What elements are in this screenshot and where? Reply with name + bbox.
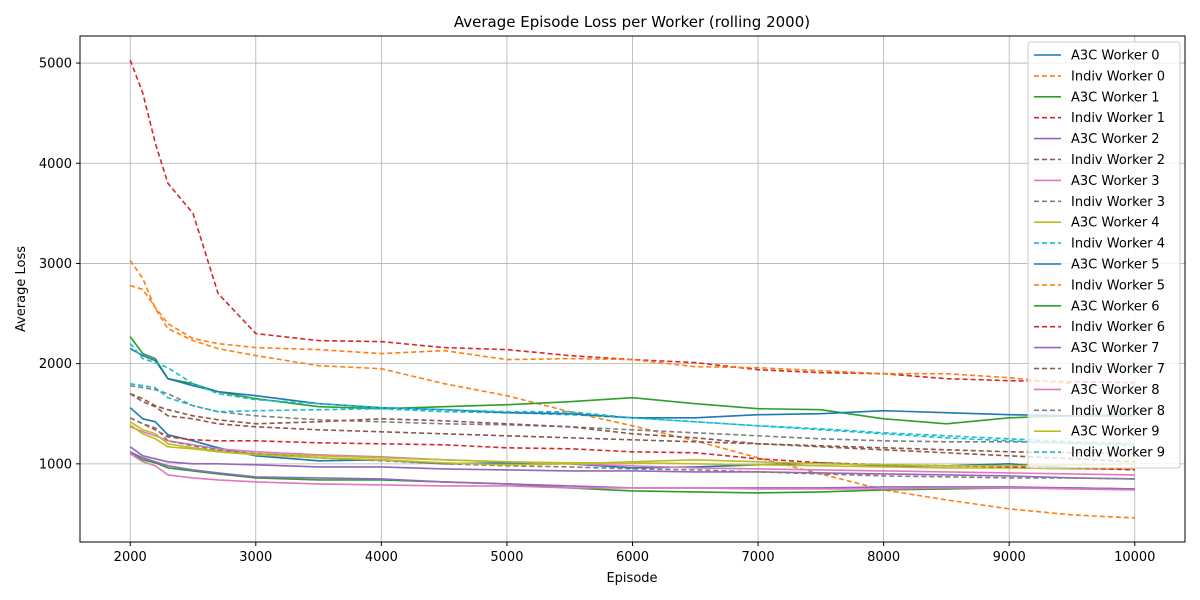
x-tick-label: 9000 [993, 550, 1026, 565]
x-axis-label: Episode [606, 571, 657, 586]
legend-label: Indiv Worker 5 [1071, 278, 1165, 293]
y-tick-label: 1000 [39, 457, 72, 472]
legend-label: A3C Worker 1 [1071, 90, 1160, 105]
legend-label: Indiv Worker 7 [1071, 362, 1165, 377]
series-line-20 [129, 343, 1135, 447]
x-tick-label: 2000 [114, 550, 147, 565]
legend-label: A3C Worker 5 [1071, 258, 1160, 273]
legend-label: A3C Worker 2 [1071, 132, 1160, 147]
series-line-6 [129, 393, 1135, 455]
series-line-15 [129, 451, 1135, 490]
legend-label: Indiv Worker 1 [1071, 111, 1165, 126]
legend-label: Indiv Worker 3 [1071, 195, 1165, 210]
series-line-18 [129, 417, 1135, 480]
y-tick-label: 2000 [39, 357, 72, 372]
legend-label: Indiv Worker 6 [1071, 320, 1165, 335]
x-tick-label: 10000 [1114, 550, 1155, 565]
legend-label: A3C Worker 7 [1071, 341, 1160, 356]
legend-label: A3C Worker 0 [1071, 49, 1160, 64]
legend: A3C Worker 0 Indiv Worker 0 A3C Worker 1 In… [1027, 41, 1181, 469]
series-line-9 [129, 421, 1135, 470]
legend-frame [1027, 41, 1181, 469]
x-tick-label: 8000 [867, 550, 900, 565]
series-line-10 [130, 382, 1135, 445]
series-line-11 [129, 347, 1135, 419]
series-line-16 [129, 392, 1135, 463]
y-tick-label: 5000 [39, 57, 72, 72]
legend-label: A3C Worker 4 [1071, 216, 1160, 231]
legend-label: Indiv Worker 2 [1071, 153, 1165, 168]
series-lines [129, 59, 1135, 519]
legend-label: A3C Worker 6 [1071, 299, 1160, 314]
series-line-12 [129, 284, 1135, 395]
legend-label: A3C Worker 3 [1071, 174, 1160, 189]
y-tick-label: 4000 [39, 157, 72, 172]
legend-label: A3C Worker 8 [1071, 383, 1160, 398]
x-tick-label: 6000 [616, 550, 649, 565]
series-line-8 [130, 384, 1135, 445]
series-line-17 [129, 453, 1135, 491]
x-tick-label: 3000 [239, 550, 272, 565]
series-line-4 [129, 59, 1135, 384]
legend-label: Indiv Worker 8 [1071, 404, 1165, 419]
series-line-2 [129, 259, 1135, 519]
series-line-19 [129, 424, 1135, 467]
y-axis-ticks: 1000 2000 3000 4000 5000 [39, 57, 80, 472]
legend-label: A3C Worker 9 [1071, 425, 1160, 440]
legend-label: Indiv Worker 4 [1071, 237, 1165, 252]
y-axis-label: Average Loss [14, 246, 29, 332]
legend-label: Indiv Worker 9 [1071, 446, 1165, 461]
x-axis-ticks: 2000 3000 4000 5000 6000 7000 8000 9000 10000 [114, 542, 1155, 565]
y-tick-label: 3000 [39, 257, 72, 272]
series-line-5 [129, 446, 1135, 480]
x-tick-label: 7000 [742, 550, 775, 565]
legend-label: Indiv Worker 0 [1071, 69, 1165, 84]
x-tick-label: 5000 [490, 550, 523, 565]
x-tick-label: 4000 [365, 550, 398, 565]
chart-title: Average Episode Loss per Worker (rolling… [454, 13, 810, 31]
